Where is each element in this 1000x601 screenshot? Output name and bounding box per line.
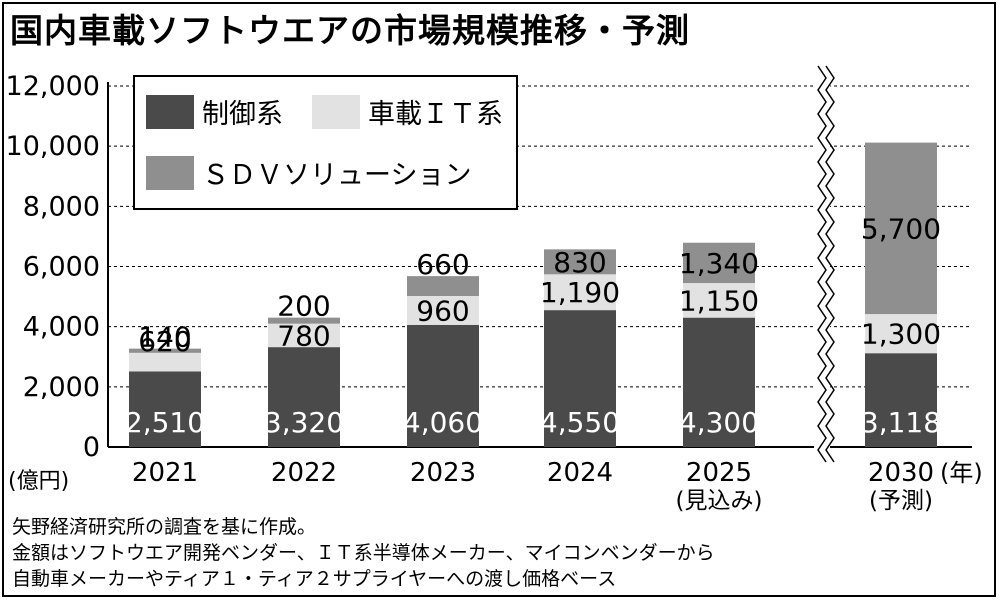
y-tick-label: 6,000 (23, 252, 100, 283)
bar-control-2025 (683, 317, 755, 447)
data-label-sdv-2024: 830 (553, 246, 606, 279)
axis-break-left (817, 65, 827, 463)
bar-sdv-2022 (268, 317, 340, 324)
legend-swatch-it (312, 95, 360, 129)
bar-sdv-2024 (544, 249, 616, 275)
bar-control-2023 (407, 324, 479, 447)
y-unit-label: (億円) (8, 469, 69, 494)
x-tick-label: 2022 (271, 458, 337, 488)
note-line-1: 矢野経済研究所の調査を基に作成。 (12, 516, 317, 538)
data-label-control-2023: 4,060 (403, 406, 483, 439)
bar-control-2021 (129, 371, 201, 447)
legend-label-it: 車載ＩＴ系 (368, 99, 503, 130)
x-tick-sublabel: (予測) (869, 488, 933, 514)
y-tick-label: 12,000 (6, 71, 100, 102)
axis-break-right (825, 65, 835, 463)
x-tick-label: 2030 (868, 458, 934, 488)
data-label-it-2030: 1,300 (861, 318, 941, 351)
bar-sdv-2030 (865, 142, 937, 315)
data-label-sdv-2025: 1,340 (679, 247, 759, 280)
data-label-control-2025: 4,300 (679, 406, 759, 439)
bar-it-2030 (865, 314, 937, 354)
bar-it-2024 (544, 274, 616, 311)
y-tick-label: 8,000 (23, 191, 100, 222)
data-label-it-2024: 1,190 (540, 276, 620, 309)
bar-it-2021 (129, 352, 201, 372)
legend-swatch-sdv (146, 156, 194, 190)
data-label-control-2021: 2,510 (125, 406, 205, 439)
x-tick-label: 2025 (686, 458, 752, 488)
data-label-it-2022: 780 (277, 319, 330, 352)
x-tick-label: 2021 (132, 458, 198, 488)
bar-control-2024 (544, 310, 616, 447)
bar-sdv-2021 (129, 348, 201, 353)
chart-title: 国内車載ソフトウエアの市場規模推移・予測 (10, 11, 690, 50)
data-label-it-2023: 960 (416, 294, 469, 327)
bar-sdv-2025 (683, 242, 755, 284)
data-label-it-2025: 1,150 (679, 284, 759, 317)
data-label-sdv-2022: 200 (277, 290, 330, 323)
y-tick-label: 0 (83, 432, 100, 463)
x-tick-sublabel: (見込み) (676, 488, 763, 514)
y-tick-label: 10,000 (6, 131, 100, 162)
data-label-sdv-2030: 5,700 (861, 212, 941, 245)
note-line-2: 金額はソフトウエア開発ベンダー、ＩＴ系半導体メーカー、マイコンベンダーから (12, 542, 715, 564)
bar-control-2022 (268, 347, 340, 447)
legend-label-sdv: ＳＤＶソリューション (202, 160, 471, 191)
year-suffix: (年) (940, 459, 983, 487)
bar-control-2030 (865, 353, 937, 447)
y-tick-label: 2,000 (23, 372, 100, 403)
bar-it-2022 (268, 323, 340, 348)
data-label-sdv-2021: 140 (138, 321, 191, 354)
bar-it-2025 (683, 283, 755, 318)
x-tick-label: 2023 (410, 458, 476, 488)
data-label-control-2030: 3,118 (861, 406, 941, 439)
note-line-3: 自動車メーカーやティア１・ティア２サプライヤーへの渡し価格ベース (12, 568, 617, 590)
x-tick-label: 2024 (547, 458, 613, 488)
y-tick-label: 4,000 (23, 312, 100, 343)
bar-it-2023 (407, 295, 479, 325)
legend-swatch-control (146, 95, 194, 129)
bar-sdv-2023 (407, 276, 479, 296)
data-label-control-2024: 4,550 (540, 406, 620, 439)
data-label-sdv-2023: 660 (416, 248, 469, 281)
axis-break-gap (814, 66, 830, 458)
data-label-it-2021: 620 (138, 325, 191, 358)
legend-label-control: 制御系 (202, 99, 283, 130)
data-label-control-2022: 3,320 (264, 406, 344, 439)
